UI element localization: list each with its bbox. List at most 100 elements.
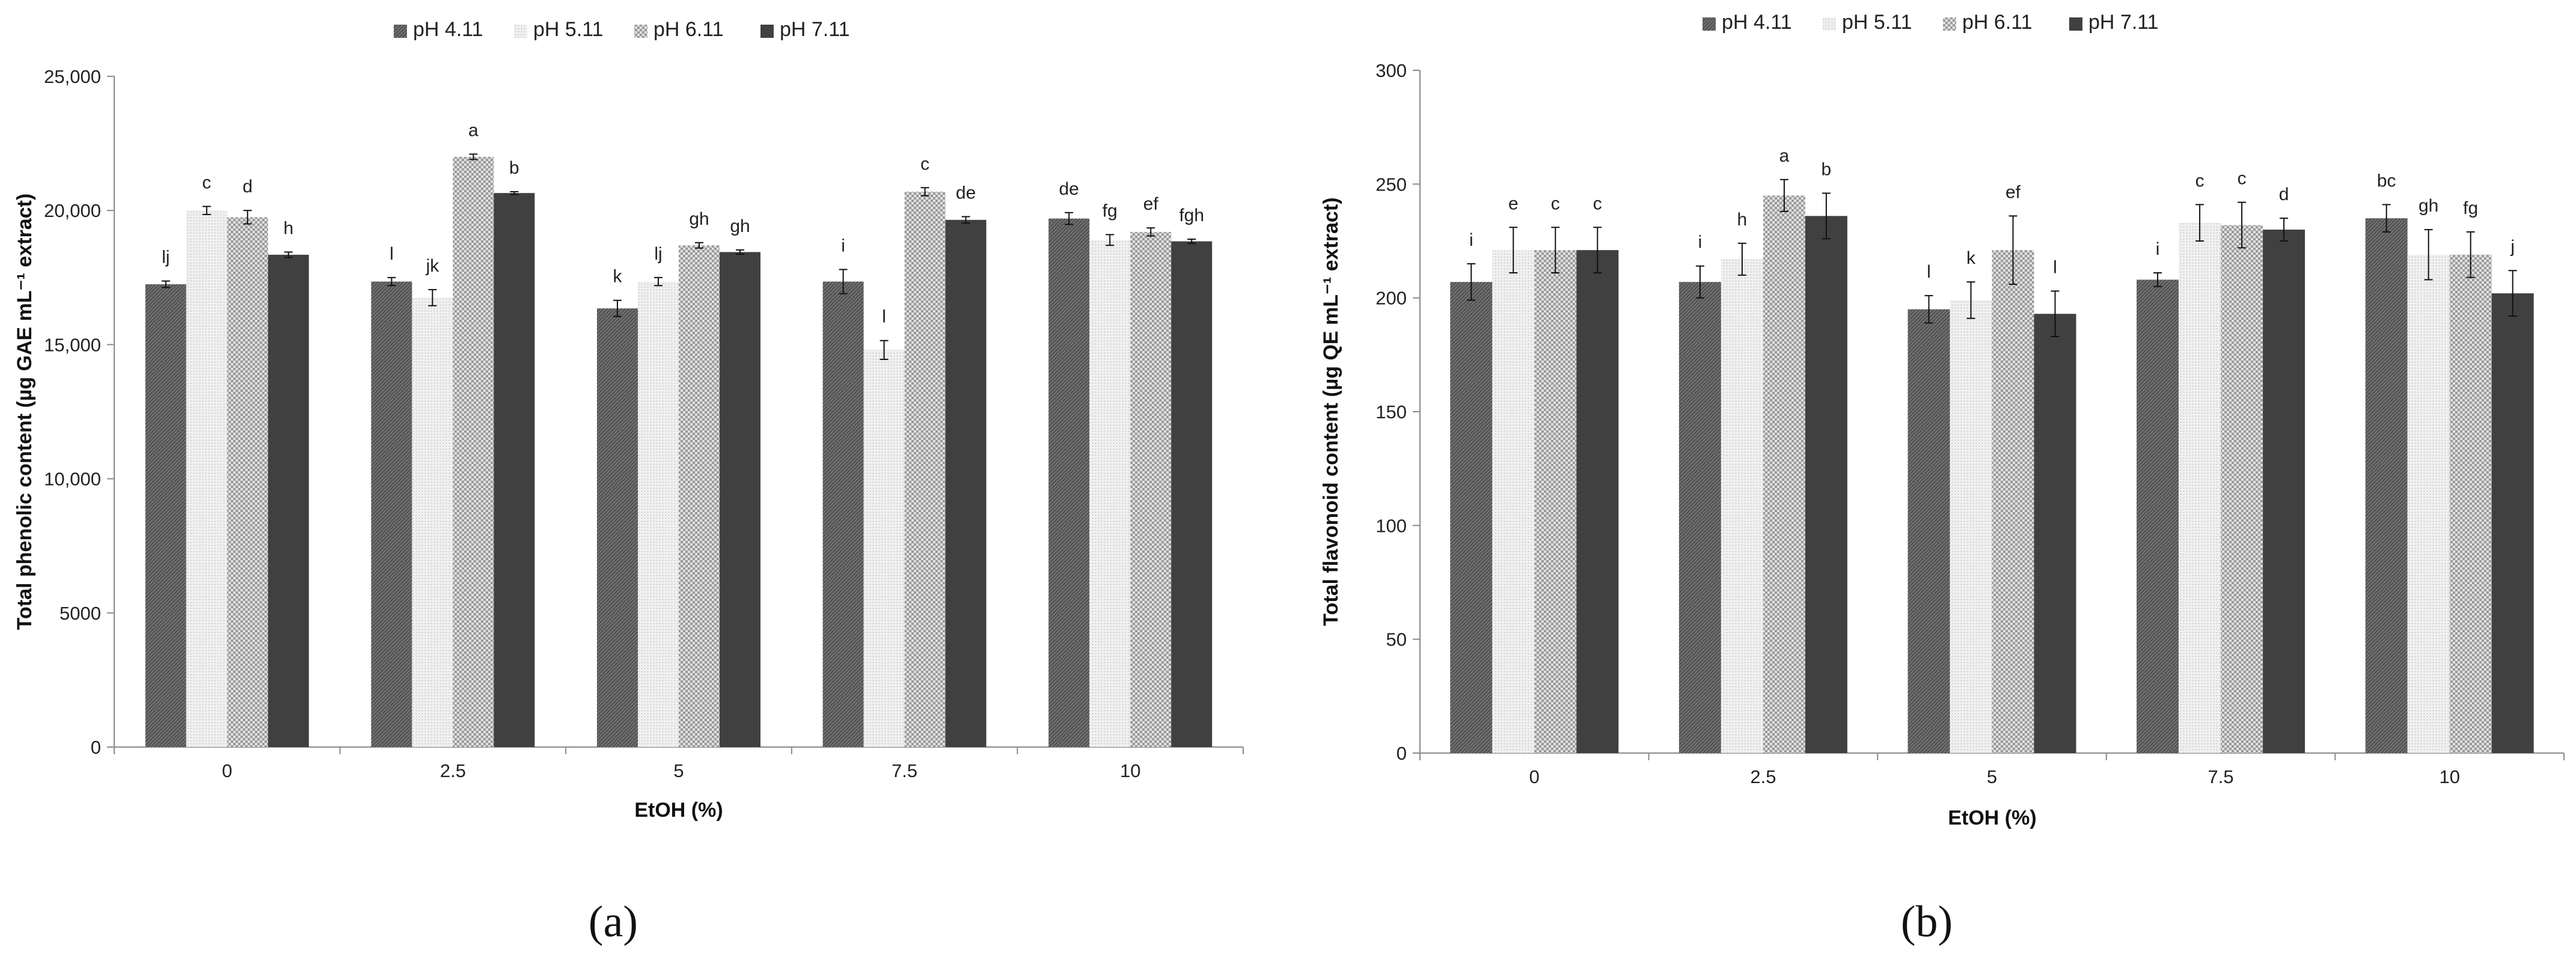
- legend-label-a: pH 5.11: [533, 18, 604, 41]
- bar-a-ph-7-11: [1171, 241, 1213, 747]
- bar-a-ph-7-11: [268, 254, 309, 748]
- significance-letter-b: h: [1737, 210, 1748, 230]
- bar-a-ph-6-11: [453, 156, 494, 747]
- y-tick-label-b: 300: [1375, 60, 1407, 81]
- significance-letter-b: i: [2156, 239, 2160, 259]
- significance-letter-a: fg: [1103, 201, 1118, 221]
- bar-b-ph-6-11: [1763, 195, 1805, 753]
- significance-letter-b: c: [2238, 169, 2247, 189]
- y-axis-title-a: Total phenolic content (µg GAE mL⁻¹ extr…: [13, 194, 36, 630]
- significance-letter-a: d: [242, 177, 252, 197]
- legend-label-a: pH 4.11: [413, 18, 483, 41]
- y-tick-label-a: 10,000: [44, 469, 101, 490]
- significance-letter-b: b: [1822, 159, 1832, 179]
- y-tick-label-b: 50: [1386, 629, 1407, 650]
- bar-b-ph-5-11: [1721, 259, 1763, 753]
- bar-b-ph-5-11: [1492, 250, 1535, 753]
- significance-letter-a: ef: [1143, 194, 1159, 214]
- bar-b-ph-7-11: [2491, 293, 2534, 753]
- significance-letter-b: i: [1698, 233, 1703, 252]
- significance-letter-b: a: [1779, 146, 1790, 166]
- x-tick-label-b: 0: [1529, 766, 1540, 787]
- y-ticks-b: 0 50 100 150 200 250 300: [1375, 60, 1420, 764]
- bar-a-ph-4-11: [1048, 218, 1090, 747]
- significance-letter-a: k: [613, 267, 623, 287]
- significance-letter-a: a: [468, 120, 479, 140]
- y-tick-label-b: 200: [1375, 288, 1407, 309]
- bars-a: [145, 156, 1213, 748]
- significance-letter-b: bc: [2377, 171, 2396, 191]
- y-axis-title-b: Total flavonoid content (µg QE mL⁻¹ extr…: [1320, 197, 1342, 626]
- legend-swatch-a: [634, 25, 647, 38]
- significance-letter-b: c: [1593, 194, 1602, 213]
- bar-b-ph-6-11: [1534, 250, 1577, 753]
- bar-b-ph-7-11: [2034, 314, 2076, 753]
- bar-b-ph-7-11: [1805, 216, 1847, 753]
- x-tick-label-b: 10: [2439, 766, 2459, 787]
- bar-b-ph-6-11: [2221, 225, 2263, 753]
- bar-a-ph-7-11: [494, 193, 535, 748]
- significance-letter-a: gh: [730, 216, 750, 236]
- y-ticks-a: 0 5000 10,000 15,000 20,000 25,000: [44, 66, 114, 758]
- chart-panel-a: pH 4.11 pH 5.11 pH 6.11 pH 7.11 0 5000 10,000…: [13, 18, 1244, 947]
- legend-swatch-b: [2069, 17, 2082, 31]
- legend-swatch-a: [514, 25, 527, 38]
- bar-b-ph-4-11: [2137, 279, 2179, 754]
- legend-swatch-b: [1943, 17, 1956, 31]
- bar-a-ph-4-11: [145, 284, 186, 748]
- x-tick-label-b: 7.5: [2208, 766, 2234, 787]
- legend-label-b: pH 5.11: [1842, 11, 1912, 34]
- legend-label-a: pH 7.11: [780, 18, 850, 41]
- y-tick-label-a: 20,000: [44, 200, 101, 221]
- significance-letter-a: h: [283, 218, 293, 238]
- panel-label-a: (a): [589, 897, 638, 947]
- error-bars-a: [161, 153, 1196, 360]
- bar-b-ph-5-11: [2407, 254, 2450, 754]
- significance-letters-a: lj c d h l jk a b k lj gh gh i l c de de fg ef fgh: [162, 120, 1204, 326]
- bar-a-ph-5-11: [1089, 240, 1131, 748]
- bar-a-ph-5-11: [412, 297, 453, 747]
- significance-letter-b: ef: [2005, 182, 2021, 202]
- significance-letter-b: c: [1551, 194, 1560, 213]
- bar-a-ph-7-11: [945, 219, 987, 748]
- bar-b-ph-4-11: [2365, 218, 2408, 754]
- y-tick-label-b: 250: [1375, 174, 1407, 195]
- legend-swatch-b: [1703, 17, 1716, 31]
- bar-b-ph-7-11: [1576, 250, 1619, 753]
- significance-letter-b: k: [1966, 248, 1976, 268]
- significance-letter-b: c: [2195, 171, 2204, 191]
- legend-label-b: pH 6.11: [1962, 11, 2033, 34]
- significance-letter-b: e: [1508, 194, 1519, 213]
- significance-letter-a: de: [956, 183, 976, 203]
- x-axis-title-a: EtOH (%): [634, 799, 723, 822]
- bar-a-ph-5-11: [186, 210, 227, 747]
- y-tick-label-a: 5000: [60, 603, 101, 624]
- error-bars-b: [1467, 178, 2517, 338]
- bar-b-ph-4-11: [1450, 282, 1493, 753]
- significance-letter-a: i: [841, 236, 845, 255]
- bar-a-ph-5-11: [863, 350, 905, 747]
- significance-letter-b: l: [2053, 257, 2057, 277]
- bar-b-ph-4-11: [1678, 282, 1721, 753]
- bar-a-ph-6-11: [679, 245, 720, 747]
- bar-a-ph-4-11: [597, 308, 638, 747]
- bar-a-ph-6-11: [904, 191, 946, 747]
- significance-letter-b: i: [1469, 230, 1473, 250]
- bars-b: [1450, 195, 2534, 754]
- significance-letter-a: lj: [654, 244, 662, 264]
- y-tick-label-a: 25,000: [44, 66, 101, 87]
- legend-label-b: pH 7.11: [2088, 11, 2159, 34]
- legend-swatch-a: [760, 25, 774, 38]
- x-tick-label-b: 2.5: [1750, 766, 1776, 787]
- significance-letters-b: i e c c i h a b l k ef l i c c d bc gh fg j: [1469, 146, 2515, 282]
- significance-letter-b: l: [1927, 262, 1931, 282]
- bar-a-ph-6-11: [1130, 231, 1172, 747]
- significance-letter-a: jk: [426, 256, 440, 276]
- y-tick-label-a: 0: [91, 737, 101, 758]
- legend-b: pH 4.11 pH 5.11 pH 6.11 pH 7.11: [1703, 11, 2159, 34]
- bar-b-ph-6-11: [1992, 250, 2034, 753]
- x-ticks-b: 0 2.5 5 7.5 10: [1419, 753, 2565, 787]
- x-tick-label-a: 0: [222, 760, 232, 781]
- significance-letter-a: c: [920, 154, 929, 174]
